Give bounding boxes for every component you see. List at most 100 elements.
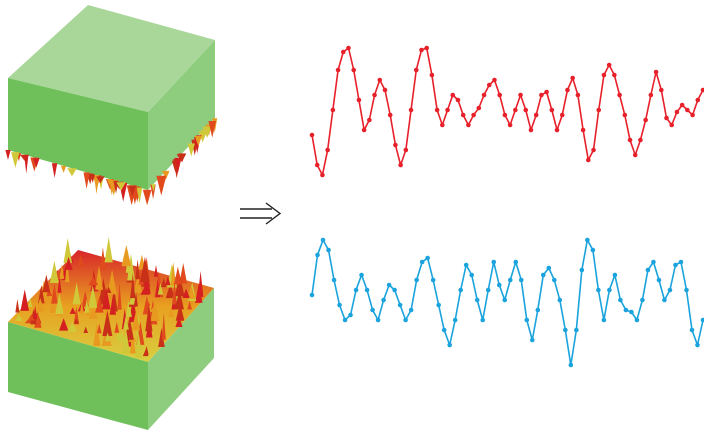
spike bbox=[20, 289, 29, 311]
profile-point bbox=[420, 260, 425, 265]
profile-point bbox=[695, 98, 700, 103]
profile-point bbox=[332, 278, 337, 283]
spike bbox=[61, 166, 66, 173]
profile-point bbox=[628, 138, 633, 143]
profile-point bbox=[635, 318, 640, 323]
profile-point bbox=[690, 328, 695, 333]
spike bbox=[24, 155, 28, 174]
profile-point bbox=[565, 88, 570, 93]
spike bbox=[52, 163, 57, 178]
profile-point bbox=[563, 328, 568, 333]
profile-point bbox=[321, 238, 326, 243]
profile-point bbox=[613, 273, 618, 278]
profile-point bbox=[690, 113, 695, 118]
profile-point bbox=[679, 260, 684, 265]
profile-point bbox=[633, 153, 638, 158]
profile-point bbox=[612, 73, 617, 78]
spike bbox=[15, 299, 19, 313]
profile-point bbox=[680, 103, 685, 108]
profile-point bbox=[419, 48, 424, 53]
profile-point bbox=[518, 93, 523, 98]
profile-point bbox=[659, 88, 664, 93]
profile-point bbox=[602, 73, 607, 78]
spike bbox=[174, 267, 182, 285]
profile-point bbox=[544, 90, 549, 95]
profile-point bbox=[346, 46, 351, 51]
figure bbox=[0, 0, 704, 433]
profile-point bbox=[325, 148, 330, 153]
profile-point bbox=[450, 93, 455, 98]
profile-point bbox=[596, 108, 601, 113]
profile-point bbox=[591, 148, 596, 153]
profile-point bbox=[574, 328, 579, 333]
profile-point bbox=[404, 148, 409, 153]
profile-point bbox=[607, 288, 612, 293]
profile-point bbox=[362, 128, 367, 133]
profile-point bbox=[695, 343, 700, 348]
profile-point bbox=[436, 303, 441, 308]
profile-point bbox=[524, 318, 529, 323]
profile-point bbox=[585, 238, 590, 243]
profile-point bbox=[541, 273, 546, 278]
profile-point bbox=[519, 278, 524, 283]
profile-point bbox=[649, 93, 654, 98]
profile-point bbox=[508, 278, 513, 283]
profile-point bbox=[430, 73, 435, 78]
profile-point bbox=[629, 310, 634, 315]
profile-point bbox=[529, 128, 534, 133]
profile-point bbox=[376, 318, 381, 323]
profile-point bbox=[508, 123, 513, 128]
profile-point bbox=[435, 108, 440, 113]
profile-point bbox=[651, 260, 656, 265]
profile-point bbox=[447, 343, 452, 348]
profile-point bbox=[414, 278, 419, 283]
profile-point bbox=[381, 298, 386, 303]
profile-point bbox=[442, 328, 447, 333]
profile-point bbox=[398, 163, 403, 168]
profile-point bbox=[669, 123, 674, 128]
profile-point bbox=[486, 288, 491, 293]
profile-point bbox=[596, 288, 601, 293]
profile-point bbox=[393, 143, 398, 148]
profile-point bbox=[348, 313, 353, 318]
profile-point bbox=[461, 113, 466, 118]
profile-point bbox=[480, 318, 485, 323]
profile-point bbox=[668, 288, 673, 293]
profile-point bbox=[685, 108, 690, 113]
profile-point bbox=[365, 288, 370, 293]
spike bbox=[67, 168, 77, 176]
profile-point bbox=[492, 78, 497, 83]
profile-point bbox=[623, 113, 628, 118]
profile-point bbox=[475, 298, 480, 303]
profile-point bbox=[383, 88, 388, 93]
profile-point bbox=[643, 118, 648, 123]
profile-point bbox=[513, 260, 518, 265]
profile-point bbox=[662, 298, 667, 303]
profile-point bbox=[523, 108, 528, 113]
profile-point bbox=[580, 268, 585, 273]
profile-point bbox=[581, 128, 586, 133]
profile-point bbox=[497, 93, 502, 98]
profile-point bbox=[310, 133, 315, 138]
profile-point bbox=[586, 158, 591, 163]
profile-point bbox=[640, 298, 645, 303]
profile-point bbox=[398, 303, 403, 308]
profile-point bbox=[456, 98, 461, 103]
profile-point bbox=[359, 273, 364, 278]
profile-point bbox=[558, 298, 563, 303]
profile-point bbox=[602, 318, 607, 323]
arrow bbox=[240, 203, 280, 224]
spike bbox=[105, 237, 113, 262]
profile-point bbox=[466, 123, 471, 128]
profile-line bbox=[312, 240, 703, 365]
spike bbox=[156, 176, 166, 196]
profile-point bbox=[431, 278, 436, 283]
profile-point bbox=[570, 76, 575, 81]
profile-point bbox=[487, 83, 492, 88]
profile-point bbox=[657, 278, 662, 283]
profile-point bbox=[555, 128, 560, 133]
profile-point bbox=[673, 263, 678, 268]
spike bbox=[11, 152, 19, 168]
profile-point bbox=[539, 93, 544, 98]
profile-point bbox=[491, 260, 496, 265]
